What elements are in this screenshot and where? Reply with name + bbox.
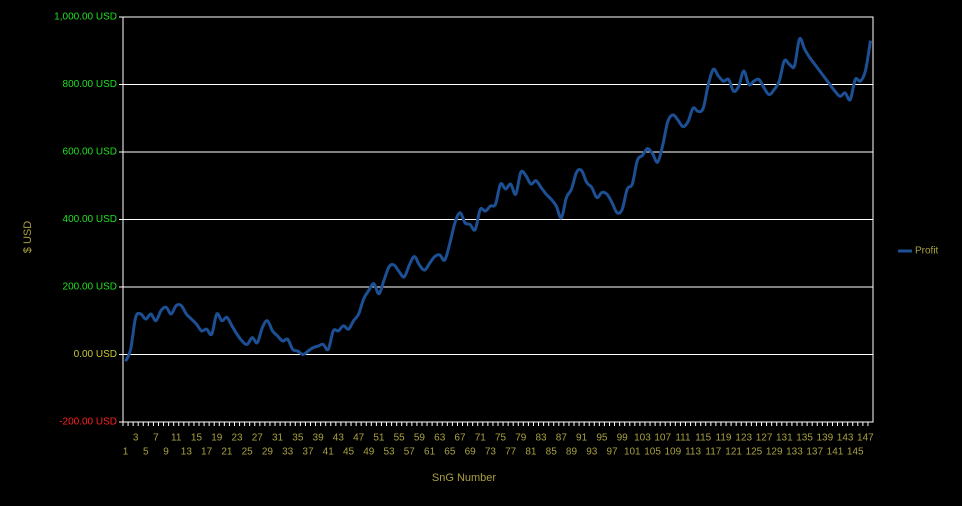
- x-tick-label: 33: [282, 447, 294, 458]
- x-tick-label: 109: [664, 447, 681, 458]
- x-tick-label: 117: [705, 447, 721, 458]
- x-tick-label: 57: [404, 447, 416, 458]
- x-tick-label: 69: [465, 447, 477, 458]
- line-series: [124, 36, 872, 362]
- x-tick-label: 13: [181, 447, 193, 458]
- x-tick-label: 35: [292, 433, 304, 444]
- x-tick-label: 97: [606, 447, 618, 458]
- x-tick-label: 49: [363, 447, 375, 458]
- x-tick-label: 19: [211, 433, 223, 444]
- x-tick-label: 101: [624, 447, 641, 458]
- x-tick-label: 81: [525, 447, 537, 458]
- x-tick-label: 11: [171, 433, 182, 444]
- x-tick-label: 121: [725, 447, 742, 458]
- legend-label: Profit: [915, 246, 939, 257]
- x-tick-label: 95: [596, 433, 608, 444]
- x-tick-label: 143: [837, 433, 854, 444]
- x-axis-label: SnG Number: [432, 472, 497, 484]
- y-tick-label: 200.00 USD: [63, 282, 117, 293]
- x-tick-label: 37: [302, 447, 314, 458]
- x-tick-label: 129: [766, 447, 783, 458]
- x-tick-label: 77: [505, 447, 517, 458]
- x-tick-label: 119: [716, 433, 732, 444]
- x-tick-label: 27: [252, 433, 264, 444]
- x-tick-label: 127: [756, 433, 773, 444]
- y-axis-label: $ USD: [22, 221, 34, 253]
- x-tick-label: 131: [776, 433, 793, 444]
- x-tick-label: 147: [857, 433, 874, 444]
- x-tick-label: 7: [153, 433, 159, 444]
- y-tick-label: 1,000.00 USD: [54, 12, 117, 23]
- x-tick-label: 73: [485, 447, 497, 458]
- x-tick-label: 105: [644, 447, 661, 458]
- x-tick-label: 103: [634, 433, 651, 444]
- x-tick-label: 25: [242, 447, 254, 458]
- y-tick-label: 0.00 USD: [74, 349, 117, 360]
- x-tick-label: 99: [617, 433, 629, 444]
- x-tick-label: 93: [586, 447, 598, 458]
- y-tick-label: 800.00 USD: [63, 79, 117, 90]
- x-tick-label: 71: [475, 433, 487, 444]
- x-tick-label: 145: [847, 447, 864, 458]
- x-tick-label: 41: [323, 447, 335, 458]
- x-tick-label: 133: [786, 447, 803, 458]
- x-tick-label: 47: [353, 433, 365, 444]
- x-tick-label: 51: [373, 433, 385, 444]
- x-tick-label: 89: [566, 447, 578, 458]
- x-tick-label: 135: [796, 433, 813, 444]
- x-tick-label: 53: [383, 447, 395, 458]
- x-tick-label: 61: [424, 447, 436, 458]
- x-tick-label: 9: [163, 447, 169, 458]
- x-tick-label: 5: [143, 447, 149, 458]
- x-tick-label: 141: [827, 447, 844, 458]
- x-tick-label: 45: [343, 447, 355, 458]
- x-tick-label: 29: [262, 447, 274, 458]
- x-tick-label: 137: [806, 447, 823, 458]
- y-tick-label: 400.00 USD: [63, 214, 117, 225]
- x-tick-label: 111: [675, 433, 691, 444]
- x-tick-label: 43: [333, 433, 345, 444]
- x-tick-label: 31: [272, 433, 284, 444]
- x-tick-label: 67: [454, 433, 466, 444]
- x-tick-label: 87: [556, 433, 568, 444]
- x-tick-label: 115: [695, 433, 711, 444]
- x-tick-label: 107: [654, 433, 671, 444]
- x-tick-label: 3: [133, 433, 139, 444]
- x-tick-label: 83: [536, 433, 548, 444]
- x-tick-label: 113: [685, 447, 701, 458]
- x-tick-label: 21: [221, 447, 233, 458]
- x-tick-label: 17: [201, 447, 213, 458]
- x-tick-label: 79: [515, 433, 527, 444]
- x-tick-label: 55: [394, 433, 406, 444]
- y-tick-label: -200.00 USD: [59, 417, 117, 428]
- x-tick-label: 125: [746, 447, 763, 458]
- x-tick-label: 63: [434, 433, 446, 444]
- x-tick-label: 75: [495, 433, 507, 444]
- x-tick-label: 1: [123, 447, 129, 458]
- x-tick-label: 65: [444, 447, 456, 458]
- x-tick-label: 91: [576, 433, 588, 444]
- x-tick-label: 139: [817, 433, 834, 444]
- x-tick-label: 39: [313, 433, 325, 444]
- x-tick-label: 15: [191, 433, 203, 444]
- x-tick-label: 85: [546, 447, 558, 458]
- x-tick-label: 59: [414, 433, 426, 444]
- y-tick-label: 600.00 USD: [63, 147, 117, 158]
- x-tick-label: 23: [231, 433, 243, 444]
- x-tick-label: 123: [735, 433, 752, 444]
